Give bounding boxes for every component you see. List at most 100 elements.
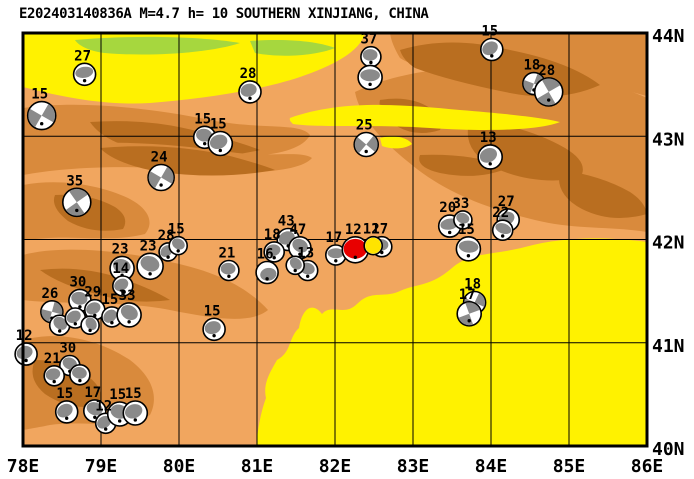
focal-mechanism-ball[interactable]	[54, 400, 79, 424]
map-border	[21, 31, 649, 448]
focal-mechanism-ball[interactable]	[116, 302, 142, 328]
map-title: E202403140836A M=4.7 h= 10 SOUTHERN XINJ…	[19, 6, 429, 22]
lon-axis-label: 81E	[241, 456, 274, 477]
event-depth-label: 15	[101, 292, 118, 308]
focal-mechanism-ball[interactable]	[350, 128, 382, 160]
focal-mechanism-ball[interactable]	[455, 236, 482, 262]
focal-mechanism-ball[interactable]	[363, 235, 384, 256]
event-depth-label: 17	[371, 222, 388, 238]
terrain-ridge	[100, 146, 275, 176]
event-depth-label: 21	[44, 351, 61, 367]
focal-mechanism-ball[interactable]	[168, 235, 188, 256]
focal-mechanism-ball[interactable]	[69, 363, 91, 386]
focal-mechanism-ball[interactable]	[455, 299, 484, 328]
lon-axis-label: 83E	[397, 456, 430, 477]
lon-axis-label: 82E	[319, 456, 352, 477]
event-depth-label: 13	[480, 130, 497, 146]
event-depth-label: 12	[363, 222, 380, 238]
focal-mechanism-ball[interactable]	[64, 307, 87, 329]
event-depth-label: 17	[459, 287, 476, 303]
event-depth-label: 43	[278, 214, 295, 230]
terrain-vegetation	[250, 39, 335, 56]
focal-mechanism-ball[interactable]	[202, 317, 226, 342]
focal-mechanism-ball[interactable]	[479, 37, 504, 62]
event-depth-label: 18	[264, 227, 281, 243]
event-depth-label: 37	[360, 32, 377, 48]
event-depth-label: 17	[84, 385, 101, 401]
focal-mechanism-ball[interactable]	[288, 236, 312, 260]
event-depth-label: 30	[59, 341, 76, 357]
main-event-focal-mechanism[interactable]	[341, 236, 370, 264]
terrain-ridge	[40, 268, 170, 302]
event-depth-label: 28	[158, 228, 175, 244]
event-depth-label: 22	[492, 205, 509, 221]
event-depth-label: 15	[31, 87, 48, 103]
event-depth-label: 27	[74, 48, 91, 64]
focal-mechanism-ball[interactable]	[80, 315, 100, 336]
focal-mechanism-ball[interactable]	[530, 74, 567, 111]
focal-mechanism-ball[interactable]	[360, 45, 382, 68]
focal-mechanism-ball[interactable]	[43, 364, 66, 387]
focal-mechanism-ball[interactable]	[491, 219, 514, 241]
focal-mechanism-ball[interactable]	[23, 97, 60, 134]
event-depth-label: 27	[498, 194, 515, 210]
event-depth-label: 35	[66, 173, 83, 189]
focal-mechanism-ball[interactable]	[72, 62, 97, 87]
lon-axis-label: 78E	[7, 456, 40, 477]
event-depth-label: 24	[151, 150, 168, 166]
focal-mechanism-ball[interactable]	[136, 252, 164, 281]
event-depth-label: 23	[140, 238, 157, 254]
event-depth-label: 29	[84, 285, 101, 301]
lat-axis-label: 41N	[652, 336, 685, 357]
terrain-desert	[256, 238, 647, 446]
lat-axis-label: 40N	[652, 439, 685, 460]
focal-mechanism-ball[interactable]	[238, 80, 262, 104]
event-depth-label: 30	[69, 274, 86, 290]
focal-mechanism-ball[interactable]	[218, 259, 240, 282]
event-depth-label: 15	[194, 111, 211, 127]
event-depth-label: 33	[119, 288, 136, 304]
event-depth-label: 12	[345, 222, 362, 238]
event-depth-label: 15	[125, 386, 142, 402]
event-depth-label: 15	[458, 222, 475, 238]
event-depth-label: 15	[109, 387, 126, 403]
focal-mechanism-ball[interactable]	[112, 275, 134, 297]
event-depth-label: 17	[325, 230, 342, 246]
event-depth-label: 26	[41, 286, 58, 302]
lon-axis-label: 79E	[85, 456, 118, 477]
event-depth-label: 15	[56, 386, 73, 402]
focal-mechanism-ball[interactable]	[144, 161, 178, 195]
focal-mechanism-ball[interactable]	[255, 260, 279, 285]
terrain-ridge	[558, 170, 647, 218]
focal-mechanism-ball[interactable]	[285, 255, 306, 276]
focal-mechanism-ball[interactable]	[84, 298, 106, 321]
event-depth-label: 15	[210, 117, 227, 133]
focal-mechanism-ball[interactable]	[58, 184, 95, 221]
focal-mechanism-ball[interactable]	[207, 130, 234, 157]
event-depth-label: 28	[240, 66, 257, 82]
events-layer	[14, 37, 567, 435]
focal-mechanism-ball[interactable]	[14, 342, 38, 366]
focal-mechanism-ball[interactable]	[263, 241, 286, 263]
event-depth-label: 15	[168, 222, 185, 238]
terrain-valley-lowland	[380, 136, 412, 149]
focal-mechanism-ball[interactable]	[357, 64, 383, 91]
event-depth-label: 13	[297, 246, 314, 262]
event-depth-label: 12	[95, 398, 112, 414]
lon-axis-label: 84E	[475, 456, 508, 477]
focal-mechanism-ball[interactable]	[94, 412, 117, 435]
event-depth-label: 33	[452, 196, 469, 212]
focal-mechanism-ball[interactable]	[477, 144, 504, 170]
event-depth-label: 15	[204, 303, 221, 319]
lon-axis-label: 80E	[163, 456, 196, 477]
event-depth-label: 28	[538, 63, 555, 79]
event-depth-label: 16	[257, 247, 274, 263]
terrain-ridge	[419, 154, 510, 176]
lon-axis-label: 85E	[553, 456, 586, 477]
lon-axis-label: 86E	[631, 456, 664, 477]
focal-mechanism-ball[interactable]	[122, 400, 149, 426]
event-depth-label: 23	[112, 241, 129, 257]
terrain-vegetation	[75, 36, 240, 55]
focal-mechanism-ball[interactable]	[453, 210, 473, 230]
